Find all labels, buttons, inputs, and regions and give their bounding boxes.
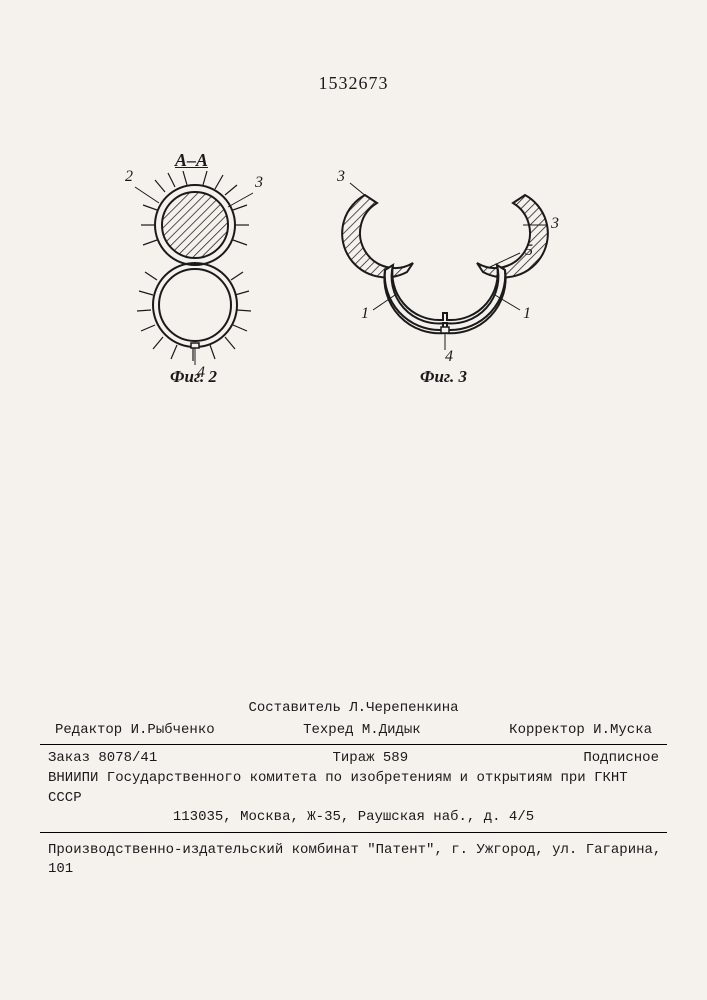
ref-4-fig3: 4 [445,348,453,366]
order: Заказ 8078/41 [48,749,157,769]
fig2-caption: Фиг. 2 [170,367,217,387]
corrector: Корректор И.Муска [509,721,652,741]
figure-2 [115,165,295,375]
figure-3 [325,175,565,375]
fig3-caption: Фиг. 3 [420,367,467,387]
ref-3-fig2: 3 [255,174,263,192]
order-line: Заказ 8078/41 Тираж 589 Подписное [40,749,667,769]
circulation: Тираж 589 [332,749,408,769]
ref-1a-fig3: 1 [361,305,369,323]
divider-2 [40,832,667,833]
subscription: Подписное [583,749,659,769]
editor: Редактор И.Рыбченко [55,721,215,741]
footer-block: Составитель Л.Черепенкина Редактор И.Рыб… [40,699,667,880]
org-line: ВНИИПИ Государственного комитета по изоб… [40,769,667,808]
credits-line: Редактор И.Рыбченко Техред М.Дидык Корре… [40,721,667,741]
address1: 113035, Москва, Ж-35, Раушская наб., д. … [40,808,667,828]
patent-number: 1532673 [319,73,389,94]
techred: Техред М.Дидык [303,721,421,741]
patent-page: 1532673 A–A [0,0,707,1000]
ref-3b-fig3: 3 [551,215,559,233]
composer-line: Составитель Л.Черепенкина [40,699,667,719]
address2: Производственно-издательский комбинат "П… [40,841,667,880]
ref-1b-fig3: 1 [523,305,531,323]
ref-3a-fig3: 3 [337,168,345,186]
ref-5-fig3: 5 [525,242,533,260]
figures-area: A–A [115,150,585,410]
divider-1 [40,744,667,745]
ref-2: 2 [125,168,133,186]
